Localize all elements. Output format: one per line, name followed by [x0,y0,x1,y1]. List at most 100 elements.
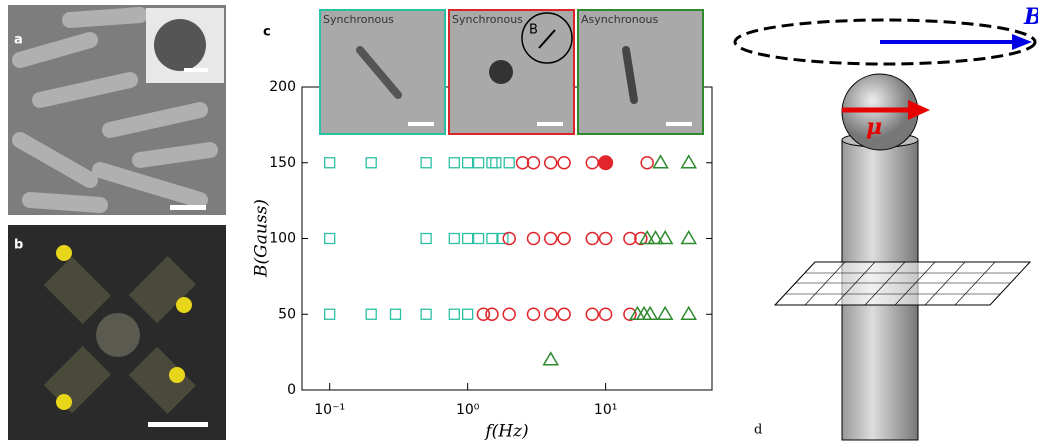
point [652,154,669,169]
particle [489,60,513,84]
point [585,307,600,321]
point [448,157,460,169]
point [598,307,613,321]
point [542,351,560,366]
scale-bar [148,422,208,427]
panel-label: d [754,423,762,438]
arrowhead [1012,34,1032,50]
point [365,157,377,169]
point [640,156,654,170]
point [526,307,541,321]
point [389,308,402,320]
point [598,231,613,246]
point [448,232,460,245]
point [502,307,516,321]
point [490,157,502,169]
point [623,231,637,246]
point [543,307,558,321]
field-arrow [538,29,556,49]
rods [12,7,218,213]
point [656,230,674,245]
point [543,156,558,170]
point [324,308,336,320]
point [543,231,558,246]
plot: 0 50 100 150 200 10⁻¹ 10⁰ 10¹ Synchronous Synchro… [269,9,713,418]
point [448,308,460,320]
plane-grid [774,261,1020,306]
x-tick-label: 10⁻¹ [314,402,345,418]
x-axis-label: f(Hz) [483,422,528,442]
field-label: B [1023,4,1038,30]
point [515,156,530,170]
panel-label: b [14,238,23,253]
point [462,157,474,169]
point [497,232,509,245]
point [486,157,498,169]
point [656,305,674,320]
point [503,157,515,169]
point [680,230,698,245]
y-tick-label: 100 [269,231,296,247]
point [647,230,664,245]
panel-label: c [263,25,271,40]
arrowhead [908,100,930,120]
rod [356,46,402,99]
point [472,157,485,169]
point [462,232,474,245]
point [598,155,614,171]
particle [154,19,206,71]
point [634,231,648,246]
point [585,156,600,170]
point [486,232,498,245]
rod [622,46,638,104]
point [557,156,571,170]
sample [96,313,140,357]
scale-bar [666,122,692,126]
y-tick-label: 150 [269,155,296,171]
panel-label: a [14,33,23,48]
inset-annotation: B [529,23,538,38]
point [485,307,499,321]
point [462,308,474,320]
point [324,232,336,245]
scale-bar [408,122,434,126]
y-tick-label: 200 [269,79,296,95]
point [526,156,541,170]
inset-image [319,9,446,135]
moment-label: μ [866,114,882,140]
scale-bar [537,122,563,126]
point [472,232,485,245]
point [623,307,637,321]
point [557,231,571,246]
point [420,157,432,169]
field-path [733,18,1037,66]
point [638,230,656,245]
plane [773,261,1032,306]
point [641,305,659,320]
y-axis-label: B(Gauss) [252,199,272,278]
inset-label: Synchronous [452,13,523,26]
x-tick-label: 10⁰ [456,402,480,418]
inset-image [577,9,704,135]
caps [56,245,192,410]
inset-label: Synchronous [323,13,394,26]
x-tick-label: 10¹ [594,402,617,418]
scale-bar [184,68,208,72]
point [365,308,377,320]
point [476,307,491,321]
y-tick-label: 50 [278,306,296,322]
point [526,231,541,246]
y-tick-label: 0 [287,382,296,398]
point [585,231,600,246]
scale-bar [170,205,206,210]
point [680,305,698,320]
point [502,231,516,246]
field-circle [521,12,573,64]
point [324,157,336,169]
point [680,154,698,169]
inset-label: Asynchronous [581,13,658,26]
point [420,232,432,245]
point [557,307,571,321]
point [420,308,432,320]
